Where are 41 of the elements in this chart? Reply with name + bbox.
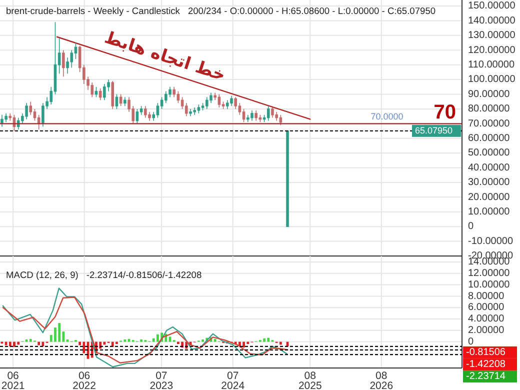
- y-tick-label: 110.00000: [468, 59, 515, 70]
- y-tick-label: 0: [468, 336, 474, 348]
- y-tick-label: 6.00000: [468, 302, 505, 314]
- y-tick-label: 130.00000: [468, 30, 516, 42]
- ref-line-label: -0.81506: [466, 347, 506, 358]
- text: -2.23714/-0.81506/-1.42208: [86, 270, 202, 280]
- y-tick-label: 90.00000: [468, 88, 510, 100]
- annotation: 70: [434, 102, 456, 124]
- x-tick-label: 07 2023: [150, 370, 174, 390]
- y-tick-label: 50.00000: [468, 148, 510, 159]
- y-tick-label: 60.00000: [468, 132, 510, 144]
- y-tick-label: 0: [468, 221, 474, 232]
- ref-line-label: 70.0000: [370, 112, 404, 122]
- ref-line-label: -1.42208: [466, 359, 506, 370]
- y-tick-label: 20.00000: [468, 192, 510, 203]
- y-tick-label: 150.00000: [468, 0, 516, 12]
- x-tick-label: 08 2026: [370, 370, 394, 390]
- x-tick-label: 07 2024: [221, 370, 245, 390]
- y-tick-label: 80.00000: [468, 104, 510, 115]
- y-tick-label: 30.00000: [468, 177, 510, 188]
- x-tick-label: 06 2022: [72, 370, 96, 390]
- chart-subtitle: 200/234 - O:0.00000 - H:65.08600 - L:0.00000 - C:65.07950: [188, 6, 436, 16]
- text: MACD (12, 26, 9): [6, 270, 78, 280]
- y-tick-label: 10.00000: [468, 279, 510, 290]
- y-tick-label: 4.00000: [468, 314, 505, 325]
- x-tick-label: 08 2025: [298, 370, 322, 390]
- chart-title: brent-crude-barrels - Weekly - Candlestick: [6, 6, 180, 16]
- ref-line-label: 65.07950: [415, 125, 453, 136]
- y-tick-label: 2.00000: [468, 325, 505, 336]
- y-tick-label: 140.00000: [468, 15, 516, 26]
- y-tick-label: -10.00000: [468, 236, 514, 247]
- y-tick-label: 120.00000: [468, 44, 516, 56]
- ref-line-label: -2.23714: [466, 371, 506, 382]
- y-tick-label: 40.00000: [468, 162, 510, 174]
- y-tick-label: 10.00000: [468, 206, 510, 218]
- text: خط اتجاه هابط: [102, 28, 228, 86]
- y-tick-label: 8.00000: [468, 290, 505, 302]
- x-tick-label: 06 2021: [1, 370, 25, 390]
- y-tick-label: 70.00000: [468, 118, 510, 130]
- y-tick-label: 12.00000: [468, 268, 510, 280]
- y-tick-label: 100.00000: [468, 74, 516, 86]
